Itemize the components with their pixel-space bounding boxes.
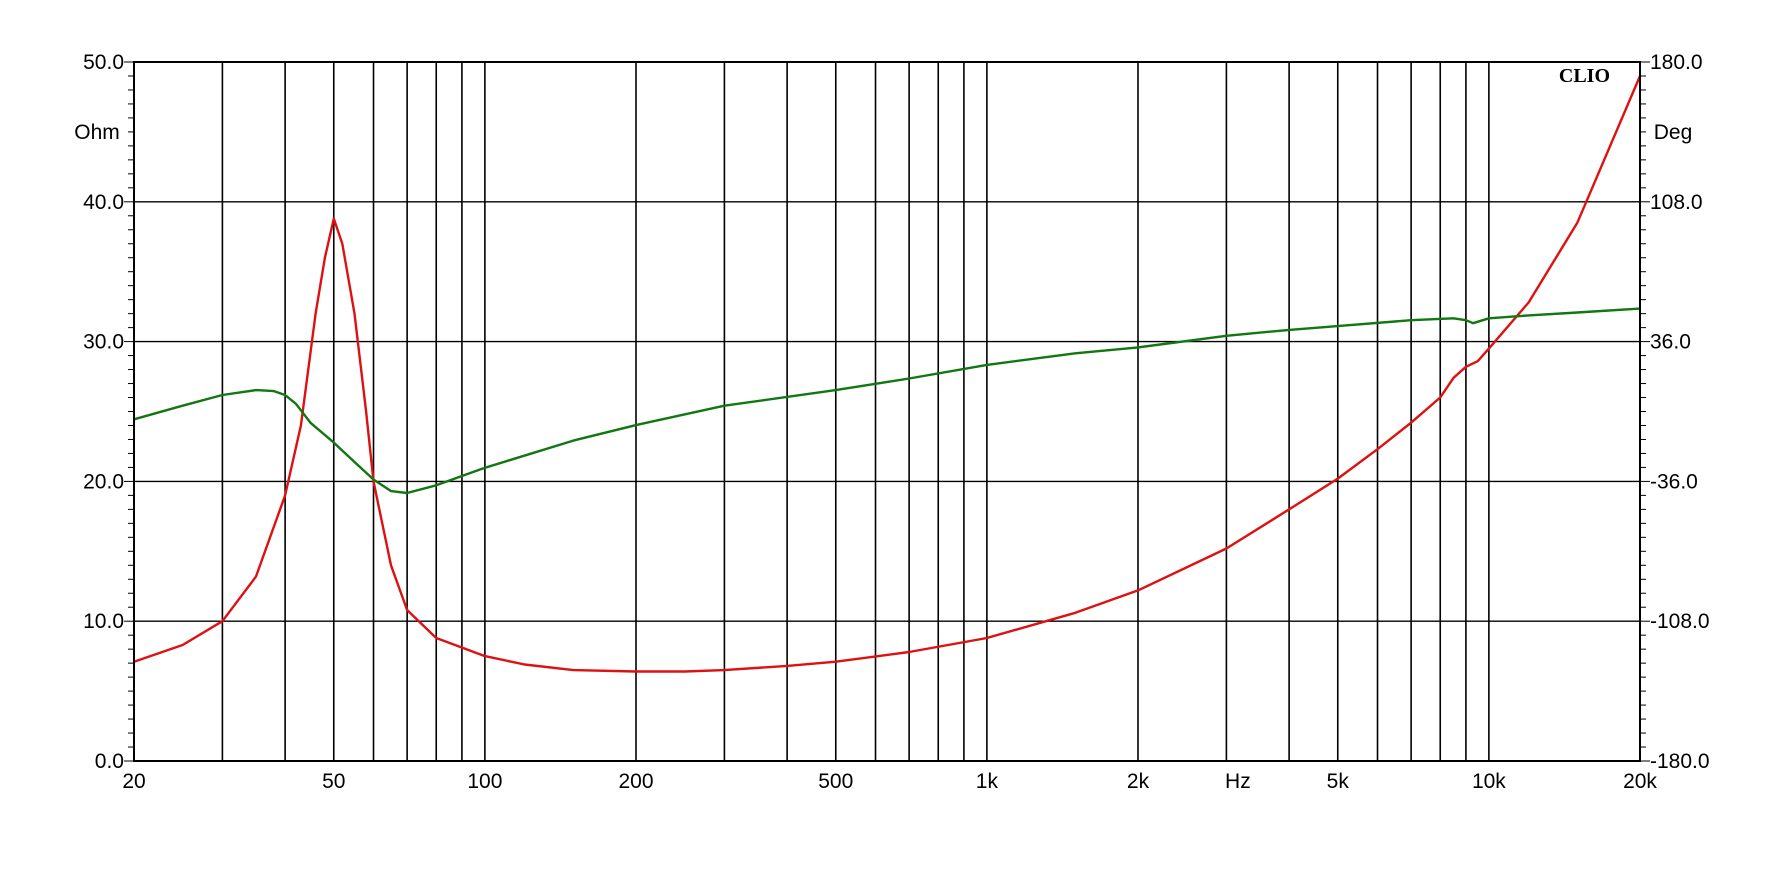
x-axis-label: Hz bbox=[1225, 770, 1251, 793]
x-tick-label: 5k bbox=[1327, 770, 1350, 793]
axis-labels: 20 50 100 200 500 1k 2k 5k 10k 20k Hz 0.0 10.0 20.0 30… bbox=[83, 51, 1709, 793]
y-right-tick-label: -180.0 bbox=[1650, 750, 1710, 773]
y-axis-left-label: Ohm bbox=[74, 121, 120, 144]
y-left-tick-label: 50.0 bbox=[83, 51, 124, 74]
y-right-tick-label: 108.0 bbox=[1650, 191, 1703, 214]
plot-frame bbox=[133, 61, 1641, 762]
x-tick-label: 20k bbox=[1623, 770, 1657, 793]
impedance-curve bbox=[133, 75, 1642, 673]
x-tick-label: 10k bbox=[1472, 770, 1506, 793]
x-tick-label: 50 bbox=[322, 770, 345, 793]
y-right-tick-label: 36.0 bbox=[1650, 331, 1691, 354]
y-right-tick-label: -108.0 bbox=[1650, 610, 1710, 633]
y-left-tick-label: 0.0 bbox=[95, 750, 124, 773]
y-axis-right-label: Deg bbox=[1654, 121, 1693, 144]
y-left-tick-label: 30.0 bbox=[83, 331, 124, 354]
chart-grid bbox=[134, 62, 1640, 761]
x-tick-label: 100 bbox=[467, 770, 502, 793]
chart-curves bbox=[133, 75, 1642, 673]
y-right-tick-label: -36.0 bbox=[1650, 470, 1698, 493]
y-left-tick-label: 40.0 bbox=[83, 191, 124, 214]
y-right-tick-label: 180.0 bbox=[1650, 51, 1703, 74]
x-tick-label: 20 bbox=[122, 770, 145, 793]
y-left-tick-label: 10.0 bbox=[83, 610, 124, 633]
x-tick-label: 1k bbox=[976, 770, 999, 793]
y-axis-ticks bbox=[124, 61, 1650, 762]
y-left-tick-label: 20.0 bbox=[83, 470, 124, 493]
x-tick-label: 2k bbox=[1127, 770, 1150, 793]
x-tick-label: 200 bbox=[618, 770, 653, 793]
phase-curve bbox=[133, 307, 1641, 495]
brand-logo: CLIO bbox=[1559, 65, 1610, 87]
x-tick-label: 500 bbox=[818, 770, 853, 793]
